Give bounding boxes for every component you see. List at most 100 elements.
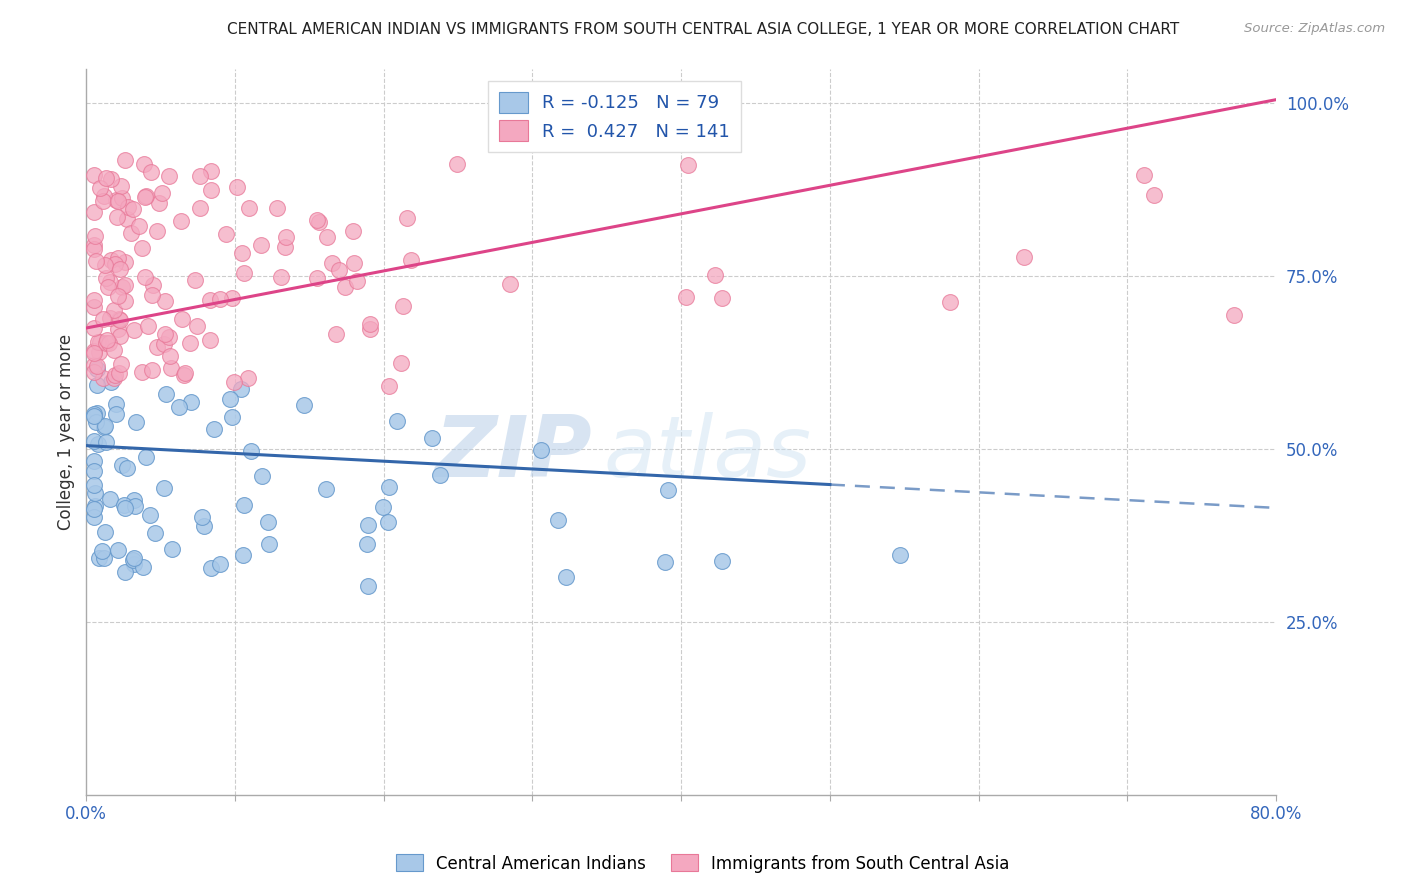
Point [305,213,328,227]
Legend: R = -0.125   N = 79, R =  0.427   N = 141: R = -0.125 N = 79, R = 0.427 N = 141 [488,81,741,152]
Point [266,202,288,216]
Point [83,204,105,219]
Point [136,319,159,334]
Point [83,366,105,380]
Point [711,291,734,305]
Point [83,510,105,524]
Point [103,371,125,385]
Point [202,422,225,436]
Point [84,499,107,513]
Point [86,359,108,373]
Point [333,280,356,294]
Point [83,346,105,360]
Point [174,366,197,380]
Point [114,278,136,293]
Point [229,383,252,397]
Point [104,257,127,271]
Point [83,454,105,468]
Point [84,254,107,268]
Point [91,311,114,326]
Point [124,415,146,429]
Point [226,179,249,194]
Point [114,255,136,269]
Point [399,252,422,267]
Point [359,322,381,336]
Point [139,508,162,523]
Point [145,340,167,354]
Point [231,245,253,260]
Point [108,312,131,326]
Point [91,194,114,208]
Point [107,542,129,557]
Point [342,224,364,238]
Point [396,211,419,225]
Point [224,375,246,389]
Point [325,326,347,341]
Point [84,415,107,429]
Point [111,458,134,472]
Point [153,337,176,351]
Point [346,274,368,288]
Point [114,501,136,516]
Point [188,169,211,184]
Point [657,483,679,497]
Point [100,376,122,390]
Point [315,482,337,496]
Point [274,240,297,254]
Point [208,558,231,572]
Point [96,333,118,347]
Point [554,570,576,584]
Point [157,330,180,344]
Point [122,550,145,565]
Point [114,153,136,168]
Point [233,498,256,512]
Point [170,213,193,227]
Point [157,169,180,183]
Point [420,431,443,445]
Point [292,398,315,412]
Point [141,363,163,377]
Point [107,251,129,265]
Point [356,517,378,532]
Point [120,226,142,240]
Point [547,513,569,527]
Point [108,312,131,326]
Point [132,157,155,171]
Point [153,482,176,496]
Point [86,361,108,376]
Point [162,541,184,556]
Point [274,230,297,244]
Legend: Central American Indians, Immigrants from South Central Asia: Central American Indians, Immigrants fro… [389,847,1017,880]
Point [135,450,157,464]
Point [83,321,105,335]
Point [169,400,191,414]
Point [87,344,110,359]
Point [94,335,117,350]
Point [94,418,117,433]
Point [83,229,105,244]
Point [111,280,134,294]
Point [91,371,114,385]
Point [107,322,129,336]
Point [107,194,129,208]
Point [446,157,468,171]
Point [218,392,240,407]
Point [110,357,132,371]
Point [148,196,170,211]
Point [308,215,330,229]
Point [141,288,163,302]
Point [98,310,121,325]
Point [93,420,115,434]
Point [146,224,169,238]
Point [356,537,378,551]
Point [114,294,136,309]
Point [93,551,115,566]
Point [378,480,401,494]
Point [83,293,105,307]
Point [87,335,110,350]
Point [359,317,381,331]
Text: atlas: atlas [603,412,811,495]
Point [1012,250,1035,264]
Point [104,368,127,382]
Point [122,553,145,567]
